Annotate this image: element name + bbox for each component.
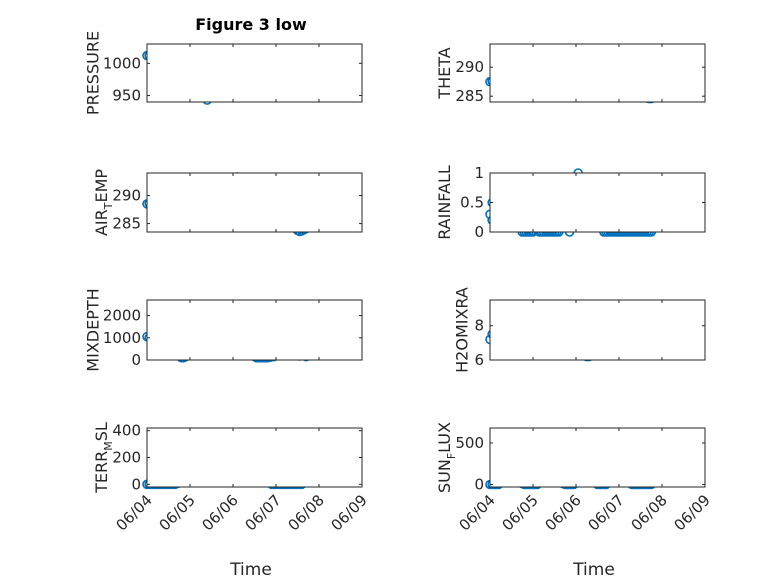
figure-title: Figure 3 low [195,15,307,34]
y-tick-label: 950 [112,87,141,105]
y-tick-label: 500 [455,434,484,452]
y-axis-label: THETA [435,47,454,99]
y-tick-label: 285 [112,215,141,233]
y-axis-label: AIRTEMP [92,169,115,236]
y-tick-label: 0 [131,475,141,493]
y-tick-label: 0 [474,476,484,494]
y-axis-label: RAINFALL [435,165,454,240]
y-axis-label: H2OMIXRA [452,287,471,373]
axes-frame [489,43,706,103]
y-tick-label: 200 [112,449,141,467]
y-axis-label: TERRMSL [92,422,115,494]
y-tick-label: 290 [455,58,484,76]
axes-frame [146,172,363,233]
y-tick-label: 1000 [103,329,141,347]
axes-frame [146,427,363,488]
y-tick-label: 1000 [103,54,141,72]
y-tick-label: 0 [131,351,141,369]
x-axis-label-left: Time [229,560,272,580]
y-axis-label: PRESSURE [84,31,103,115]
y-tick-label: 290 [112,186,141,204]
y-tick-label: 0 [474,223,484,241]
y-axis-label: MIXDEPTH [84,288,103,371]
subplot-rainfall: 0 0.5 1 RAINFALL [435,164,706,241]
y-tick-label: 2000 [103,307,141,325]
y-tick-label: 6 [474,351,484,369]
axes-frame [489,299,706,361]
y-tick-label: 400 [112,422,141,440]
axes-frame [489,427,706,488]
y-axis-label: SUNFLUX [435,422,458,493]
axes-frame [146,43,363,103]
y-tick-label: 1 [474,164,484,182]
y-tick-label: 285 [455,87,484,105]
axes-frame [146,299,363,361]
x-axis-label-right: Time [572,560,615,580]
y-tick-label: 8 [474,317,484,335]
y-tick-label: 0.5 [460,194,484,212]
axes-frame [489,172,706,233]
